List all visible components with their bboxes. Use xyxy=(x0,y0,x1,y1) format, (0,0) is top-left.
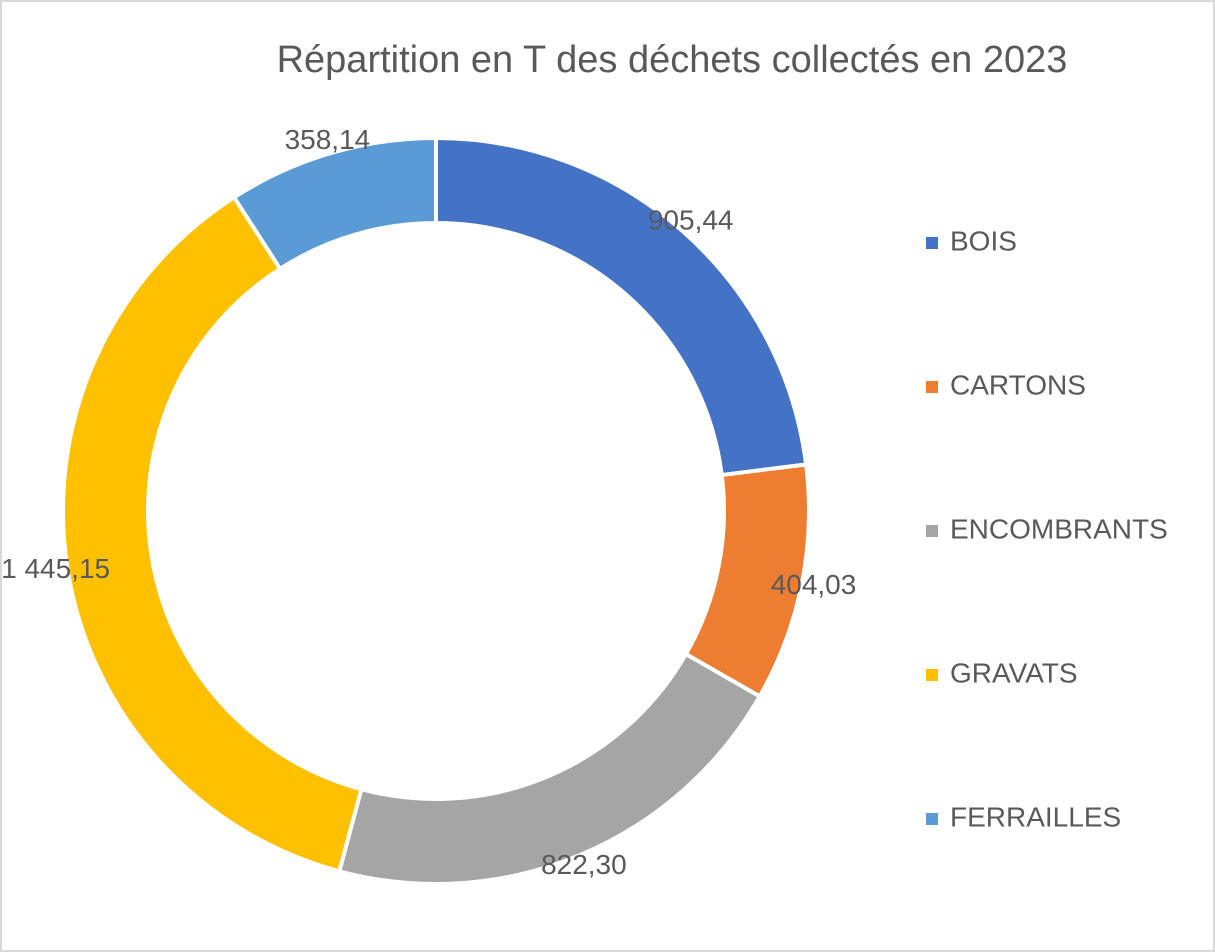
data-label: 404,03 xyxy=(771,569,857,600)
legend-label: GRAVATS xyxy=(950,657,1078,688)
legend-marker xyxy=(926,381,938,393)
chart-title: Répartition en T des déchets collectés e… xyxy=(277,39,1068,81)
donut-segment xyxy=(231,135,438,272)
legend-label: FERRAILLES xyxy=(950,801,1121,832)
legend-label: CARTONS xyxy=(950,369,1086,400)
donut-segment xyxy=(61,194,364,874)
data-label: 1 445,15 xyxy=(1,553,110,584)
data-label: 358,14 xyxy=(285,124,371,155)
legend-marker xyxy=(926,669,938,681)
data-label: 905,44 xyxy=(648,205,734,236)
legend-label: ENCOMBRANTS xyxy=(950,513,1168,544)
legend-marker xyxy=(926,237,938,249)
data-label: 822,30 xyxy=(541,849,627,880)
legend-marker xyxy=(926,525,938,537)
legend-label: BOIS xyxy=(950,225,1017,256)
legend-marker xyxy=(926,813,938,825)
